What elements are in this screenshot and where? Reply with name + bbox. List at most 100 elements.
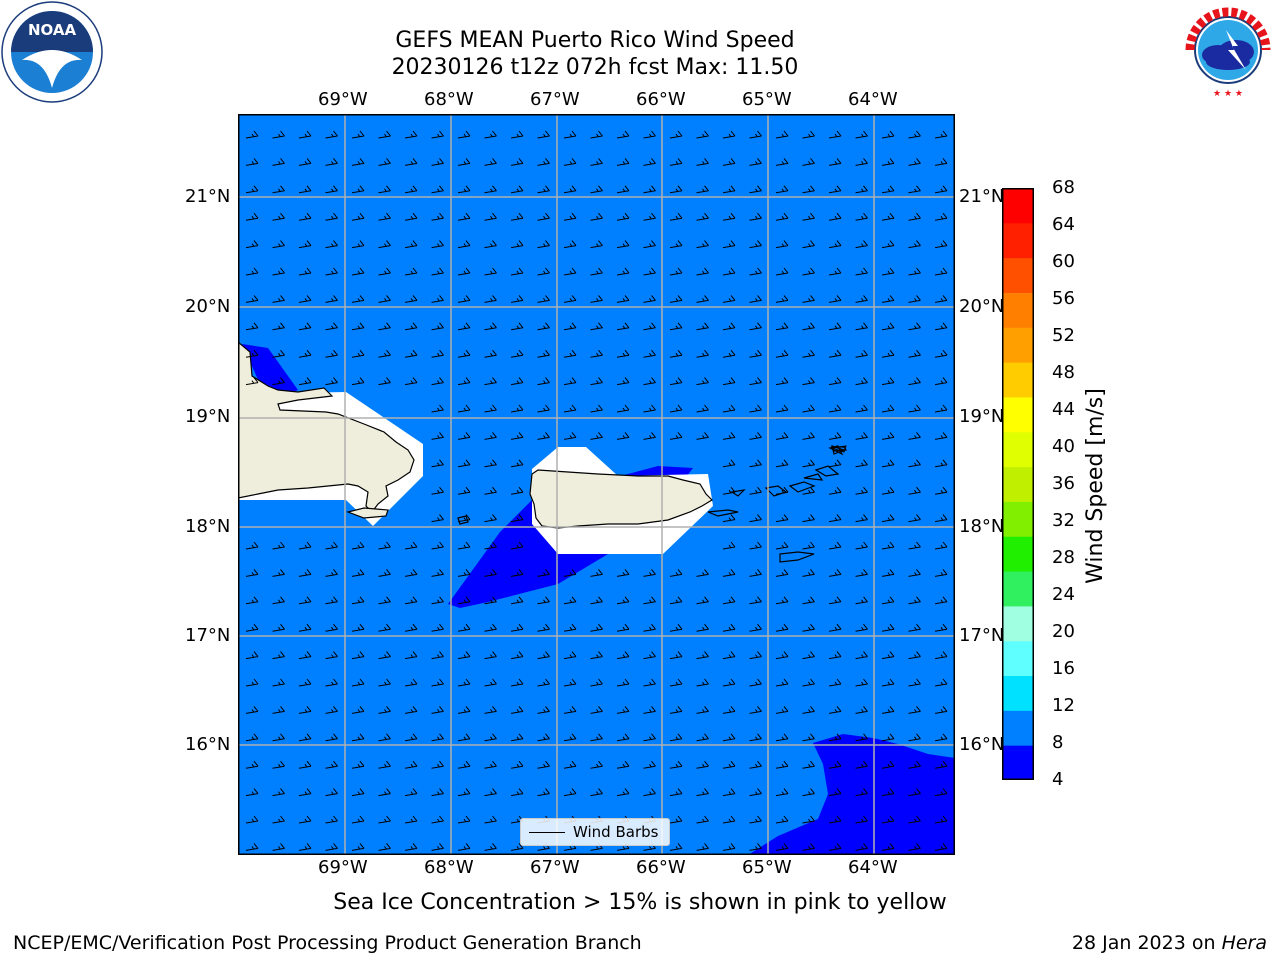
wind-barb (828, 349, 842, 358)
wind-barb (298, 788, 312, 797)
wind-barb (802, 349, 815, 358)
wind-barb (431, 459, 444, 468)
colorbar-band (1002, 710, 1034, 746)
wind-barb (510, 678, 524, 687)
wind-barb (749, 733, 762, 742)
wind-barb (563, 623, 577, 632)
wind-barb (325, 651, 338, 660)
wind-barb (669, 212, 683, 221)
wind-barb (828, 130, 842, 139)
wind-barb (934, 843, 948, 851)
lat-label-right: 17°N (959, 625, 1005, 646)
wind-barb (404, 651, 418, 660)
wind-barb (351, 788, 365, 797)
wind-barb (378, 760, 391, 769)
wind-barb (563, 404, 577, 413)
wind-barb (298, 623, 312, 632)
wind-barb (431, 158, 444, 166)
wind-barb (749, 569, 762, 577)
lat-label-left: 21°N (185, 186, 231, 207)
wind-barb (908, 267, 921, 276)
wind-barb (457, 733, 471, 742)
wind-barb (378, 788, 391, 797)
wind-barb (457, 815, 471, 824)
wind-barb (484, 377, 497, 386)
wind-barb (563, 130, 577, 139)
hispaniola-land (237, 340, 415, 513)
wind-barb (908, 788, 921, 797)
wind-barb (378, 596, 391, 605)
wind-barb (855, 267, 868, 276)
wind-barb (563, 788, 577, 797)
wind-barb (881, 322, 895, 331)
wind-barb (510, 459, 524, 468)
wind-barb (828, 459, 842, 468)
wind-barb (802, 706, 815, 714)
wind-barb (934, 404, 948, 413)
colorbar-tick-label: 8 (1052, 732, 1064, 753)
wind-barb (325, 212, 338, 221)
wind-barb (643, 295, 656, 303)
wind-barb (749, 760, 762, 769)
wind-barb (669, 295, 683, 303)
wind-barb (696, 349, 709, 358)
wind-barb (298, 130, 312, 139)
wind-barb (802, 733, 815, 742)
wind-barb (457, 459, 471, 468)
wind-barb (537, 678, 550, 687)
wind-barb (590, 733, 603, 742)
wind-barb (934, 514, 948, 523)
wind-barb (802, 185, 815, 194)
wind-barb (245, 815, 259, 824)
wind-barb (696, 212, 709, 221)
wind-barb (404, 843, 418, 851)
wind-barb (881, 596, 895, 605)
wind-barb (881, 404, 895, 413)
wind-barb (881, 486, 895, 495)
wind-barb (828, 733, 842, 742)
wind-barb (510, 843, 524, 851)
wind-barb (908, 733, 921, 742)
wind-barb (351, 596, 365, 605)
wind-barb (245, 596, 259, 605)
virgin-islands (764, 445, 846, 497)
wind-barb (590, 295, 603, 303)
wind-barb (537, 623, 550, 632)
wind-barb (457, 349, 471, 358)
wind-barb (828, 651, 842, 660)
wind-barb (537, 130, 550, 139)
wind-barb (325, 706, 338, 714)
wind-barb (537, 760, 550, 769)
wind-barb (378, 267, 391, 276)
wind-barb (722, 514, 736, 523)
wind-barb (537, 295, 550, 303)
wind-barb (828, 678, 842, 687)
wind-barb (325, 377, 338, 386)
wind-barb (325, 349, 338, 358)
wind-barb (802, 486, 815, 495)
wind-barb (245, 706, 259, 714)
wind-barb (855, 788, 868, 797)
wind-barb (537, 212, 550, 221)
wind-barb (431, 130, 444, 139)
wind-barb (855, 623, 868, 632)
wind-barb (696, 377, 709, 386)
wind-barb (298, 267, 312, 276)
wind-barb (855, 541, 868, 550)
wind-barb (325, 815, 338, 824)
wind-barb (245, 623, 259, 632)
wind-barb (722, 706, 736, 714)
wind-barb (431, 706, 444, 714)
wind-barb (563, 240, 577, 249)
wind-barb (563, 706, 577, 714)
wind-barb (643, 349, 656, 358)
lat-label-left: 18°N (185, 516, 231, 537)
colorbar-tick-label: 44 (1052, 399, 1075, 420)
wind-barb (669, 843, 683, 851)
wind-barb (616, 760, 630, 769)
colorbar-band (1002, 605, 1034, 642)
legend-label: Wind Barbs (573, 823, 659, 841)
wind-barb (908, 212, 921, 221)
wind-barb (908, 815, 921, 824)
wind-barb (749, 623, 762, 632)
